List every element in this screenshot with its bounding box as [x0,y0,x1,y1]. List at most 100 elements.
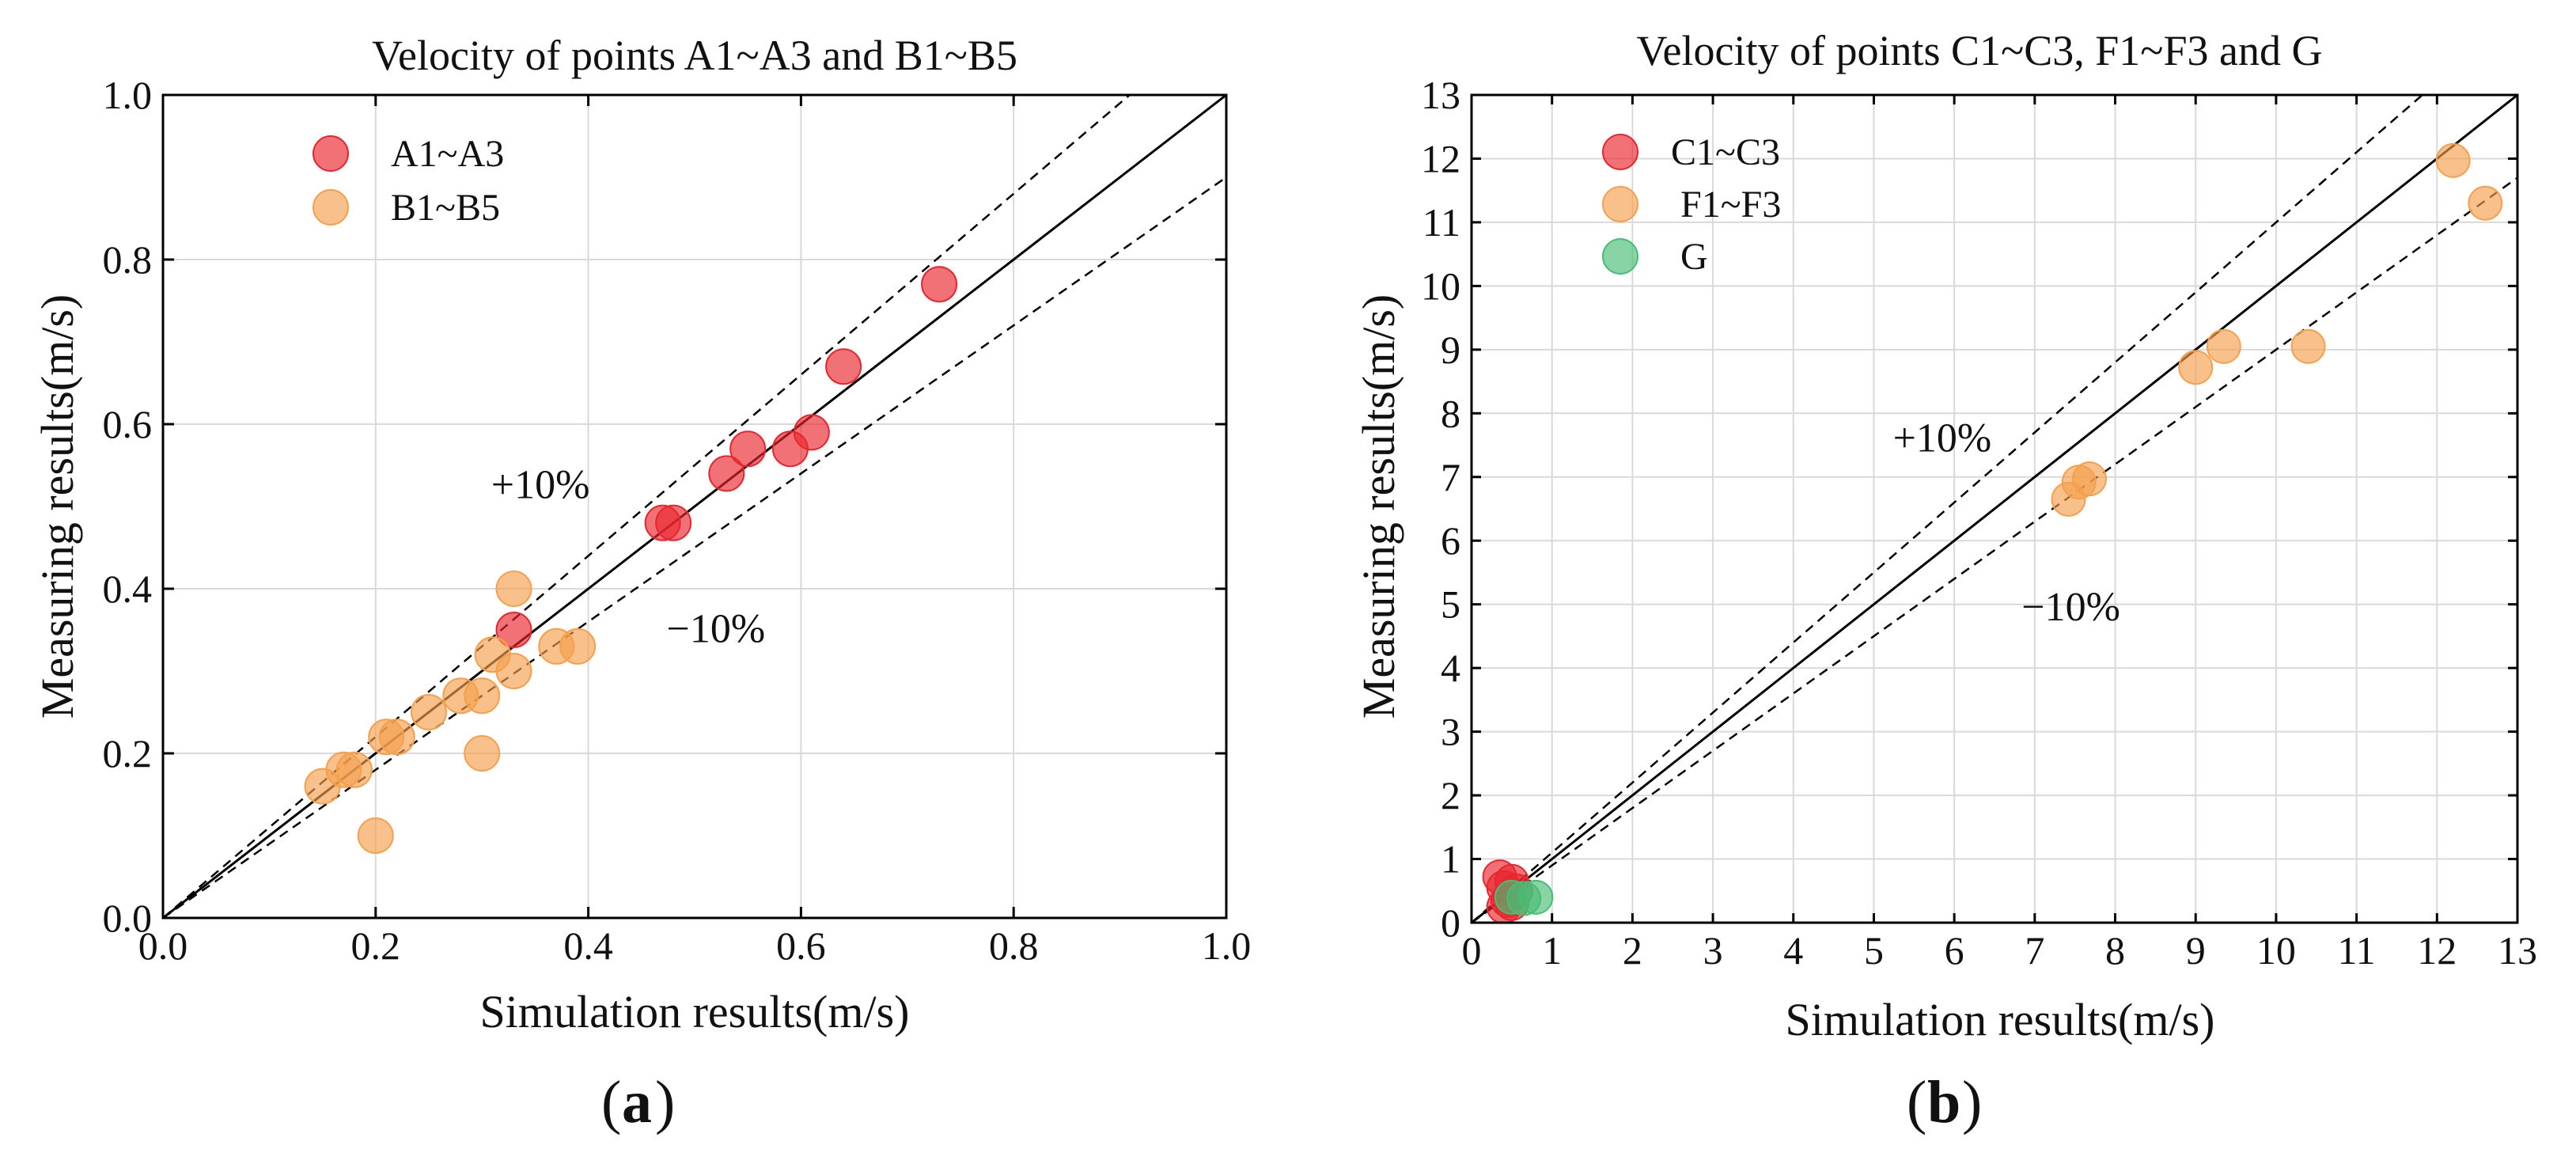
x-tick-label: 1 [1542,928,1562,973]
caption-close-paren-b: ) [1962,1069,1982,1136]
data-point-f1-f3 [2071,461,2107,497]
legend-label-c1-c3: C1~C3 [1671,131,1780,173]
chart-panel-a: 0.0 0.2 0.4 0.6 0.8 1.0 0.0 0.2 0.4 0.6 0.8 1.0 Vel… [32,32,1252,1136]
panel-caption-a: ( a ) [601,1069,675,1136]
data-point-a1-a3 [793,414,830,451]
legend-marker-g [1602,238,1638,275]
x-tick-label: 0.8 [989,923,1039,968]
data-point-a1-a3 [708,455,745,492]
y-tick-label: 1 [1441,837,1460,882]
x-axis-label-a: Simulation results(m/s) [480,986,910,1037]
x-tick-label: 7 [2025,928,2044,973]
x-tick-label: 0.0 [138,923,188,968]
y-tick-label: 13 [1421,73,1460,117]
legend-label-a1-a3: A1~A3 [391,133,504,175]
data-points-a [304,266,958,854]
y-tick-label: 5 [1441,582,1460,627]
plot-frame-a [161,93,1228,920]
x-tick-label: 0.4 [563,923,613,968]
x-tick-label: 0.6 [776,923,826,968]
reference-line-10-percent [163,95,1131,918]
y-tick-label: 0.8 [103,237,153,282]
x-tick-label: 11 [2338,928,2376,973]
x-tick-label: 4 [1783,928,1803,973]
data-point-a1-a3 [921,266,958,303]
x-tick-label: 10 [2256,928,2296,973]
data-point-b1-b5 [335,751,373,788]
x-tick-label: 5 [1864,928,1884,973]
y-axis-label-a: Measuring results(m/s) [32,294,83,719]
y-tick-label: 0 [1441,901,1460,945]
data-point-b1-b5 [378,719,415,756]
legend-marker-f1-f3 [1602,186,1638,222]
data-point-f1-f3 [2290,328,2326,364]
y-tick-label: 1.0 [103,73,153,117]
x-tick-label: 0 [1462,928,1482,973]
caption-letter-a: a [622,1069,652,1136]
reference-line-10-percent [163,176,1226,918]
minus-10-percent-label-b: −10% [2021,585,2120,630]
x-tick-label: 1.0 [1202,923,1252,968]
x-tick-label: 13 [2498,928,2537,973]
x-tick-label: 9 [2186,928,2206,973]
chart-title-b: Velocity of points C1~C3, F1~F3 and G [1637,27,2323,74]
data-point-f1-f3 [2178,350,2214,385]
data-point-a1-a3 [729,430,767,468]
caption-letter-b: b [1927,1069,1960,1136]
x-tick-label: 12 [2417,928,2457,973]
x-tick-label: 6 [1945,928,1964,973]
data-point-b1-b5 [464,677,501,715]
data-point-b1-b5 [464,735,501,772]
plus-10-percent-label-b: +10% [1893,416,1992,461]
data-point-a1-a3 [495,612,532,648]
data-point-g [1518,879,1554,915]
legend-marker-c1-c3 [1602,134,1638,170]
data-point-a1-a3 [825,348,862,385]
caption-close-paren-a: ) [655,1069,675,1136]
x-tick-label: 3 [1703,928,1723,973]
reference-line-10-percent [1472,95,2424,923]
plus-10-percent-label-a: +10% [491,463,590,508]
x-axis-label-b: Simulation results(m/s) [1786,994,2215,1045]
caption-open-paren-a: ( [601,1069,621,1136]
y-tick-label: 0.2 [103,731,153,776]
y-tick-label: 12 [1421,136,1460,180]
chart-title-a: Velocity of points A1~A3 and B1~B5 [372,32,1017,79]
data-point-f1-f3 [2435,142,2471,178]
y-tick-label: 9 [1441,328,1460,372]
data-point-f1-f3 [2468,185,2503,221]
y-tick-label: 0.0 [103,896,153,940]
plot-frame-b [1470,93,2519,924]
y-tick-label: 3 [1441,710,1460,754]
y-tick-label: 11 [1422,200,1460,245]
data-point-a1-a3 [655,504,692,541]
legend-a: A1~A3 B1~B5 [313,133,504,229]
y-axis-label-b: Measuring results(m/s) [1353,294,1404,719]
legend-marker-a1-a3 [313,135,349,172]
data-point-b1-b5 [559,628,597,665]
caption-open-paren-b: ( [1907,1069,1926,1136]
reference-line-10-percent [1472,176,2517,923]
legend-b: C1~C3 F1~F3 G [1602,131,1781,278]
y-tick-label: 2 [1441,773,1460,817]
data-point-b1-b5 [411,694,447,730]
axis-ticks-a: 0.0 0.2 0.4 0.6 0.8 1.0 0.0 0.2 0.4 0.6 0.8 1.0 [103,73,1252,968]
data-point-b1-b5 [495,653,532,689]
legend-label-g: G [1680,236,1708,278]
legend-label-f1-f3: F1~F3 [1680,184,1781,226]
x-tick-label: 2 [1623,928,1642,973]
panel-caption-b: ( b ) [1907,1069,1982,1136]
y-tick-label: 4 [1441,646,1460,690]
x-tick-label: 8 [2105,928,2125,973]
legend-label-b1-b5: B1~B5 [391,187,500,229]
y-tick-label: 7 [1441,455,1460,499]
y-tick-label: 0.6 [103,402,153,446]
data-point-b1-b5 [357,817,394,854]
data-point-f1-f3 [2206,328,2241,364]
legend-marker-b1-b5 [313,189,349,226]
y-tick-label: 6 [1441,518,1460,563]
data-points-b [1482,142,2503,923]
data-point-b1-b5 [495,571,532,607]
